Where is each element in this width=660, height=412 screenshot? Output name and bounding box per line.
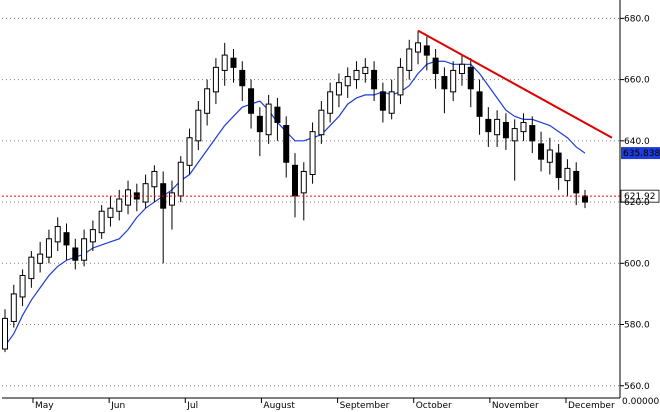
candle-body (555, 152, 562, 179)
x-tick-label: November (492, 401, 539, 411)
current-price-line: 621.92 635.838 (2, 147, 660, 203)
candle-body (564, 167, 571, 182)
candle-body (98, 210, 105, 234)
y-tick-label: 620.0 (624, 198, 650, 208)
y-tick-label: 660.0 (624, 76, 650, 86)
candle-body (283, 125, 290, 163)
grid-lines (2, 17, 620, 387)
candle-body (28, 256, 35, 280)
candle-body (441, 76, 448, 90)
candle-body (142, 183, 149, 203)
candle-body (511, 128, 518, 142)
moving-average-line (4, 60, 586, 347)
x-tick-label: Jun (110, 401, 125, 411)
ma-label-box (621, 147, 660, 160)
candle-body (309, 131, 316, 176)
candle-body (125, 189, 132, 206)
candle-body (248, 88, 255, 114)
candle-body (168, 192, 175, 206)
candle-body (212, 66, 219, 93)
x-tick-label: Jul (186, 401, 198, 411)
candle-body (318, 109, 325, 136)
x-tick-label: August (263, 401, 295, 411)
candle-body (63, 232, 70, 246)
x-tick-label: October (416, 401, 452, 411)
candle-body (300, 170, 307, 194)
candle-body (450, 69, 457, 93)
candle-body (274, 106, 281, 123)
candle-body (467, 66, 474, 90)
candle-body (54, 226, 61, 243)
candle-body (292, 164, 298, 197)
candle-body (406, 48, 413, 71)
candle-body (546, 149, 553, 163)
candle-body (520, 121, 527, 133)
candle-body (502, 121, 509, 139)
trendline-path (417, 29, 613, 139)
price-label: 621.92 (624, 192, 656, 202)
y-tick-label: 560.0 (624, 382, 650, 392)
x-tick-label: September (340, 401, 390, 411)
candle-body (256, 115, 263, 133)
candle-body (573, 170, 580, 194)
candle-body (81, 238, 88, 261)
candle-body (335, 82, 342, 96)
candle-body (72, 247, 79, 261)
candle-body (458, 63, 465, 74)
candle-body (195, 109, 202, 142)
x-tick-label: December (568, 401, 615, 411)
candle-body (432, 57, 439, 74)
x-tick-label: May (35, 401, 54, 411)
candle-body (485, 118, 492, 133)
candle-body (423, 45, 430, 56)
candle-body (151, 170, 158, 188)
y-tick-label: 640.0 (624, 137, 650, 147)
candle-body (204, 88, 211, 114)
y-tick-label: 580.0 (624, 321, 650, 331)
candle-body (221, 54, 228, 71)
candle-body (529, 125, 536, 142)
candle-body (415, 42, 422, 53)
candle-body (582, 195, 588, 203)
price-label-box (620, 189, 660, 203)
candle-body (89, 229, 96, 243)
candle-body (371, 69, 378, 90)
candle-body (265, 103, 272, 136)
candle-body (186, 137, 193, 166)
volume-axis-label: 0.00000 (622, 397, 659, 407)
candle-body (177, 161, 184, 197)
resistance-trendline (417, 29, 613, 139)
candle-body (45, 238, 52, 258)
candle-body (362, 66, 369, 74)
candle-body (239, 69, 246, 87)
candle-body (379, 91, 386, 111)
candle-body (10, 293, 17, 322)
candlestick-series (2, 30, 588, 353)
candle-body (19, 275, 26, 298)
ma-label: 635.838 (623, 149, 660, 159)
candle-body (388, 91, 395, 114)
candle-body (107, 207, 114, 218)
candle-body (116, 198, 123, 212)
candle-body (397, 66, 404, 96)
candle-body (2, 317, 8, 350)
candle-body (494, 118, 501, 136)
candle-body (37, 253, 44, 264)
y-tick-label: 680.0 (624, 14, 650, 24)
candle-body (353, 69, 360, 81)
y-tick-label: 600.0 (624, 259, 650, 269)
candle-body (230, 57, 237, 68)
candle-body (344, 76, 351, 87)
candle-body (327, 91, 334, 114)
candle-body (538, 143, 545, 160)
moving-average-path (4, 60, 586, 347)
candle-body (476, 91, 483, 117)
